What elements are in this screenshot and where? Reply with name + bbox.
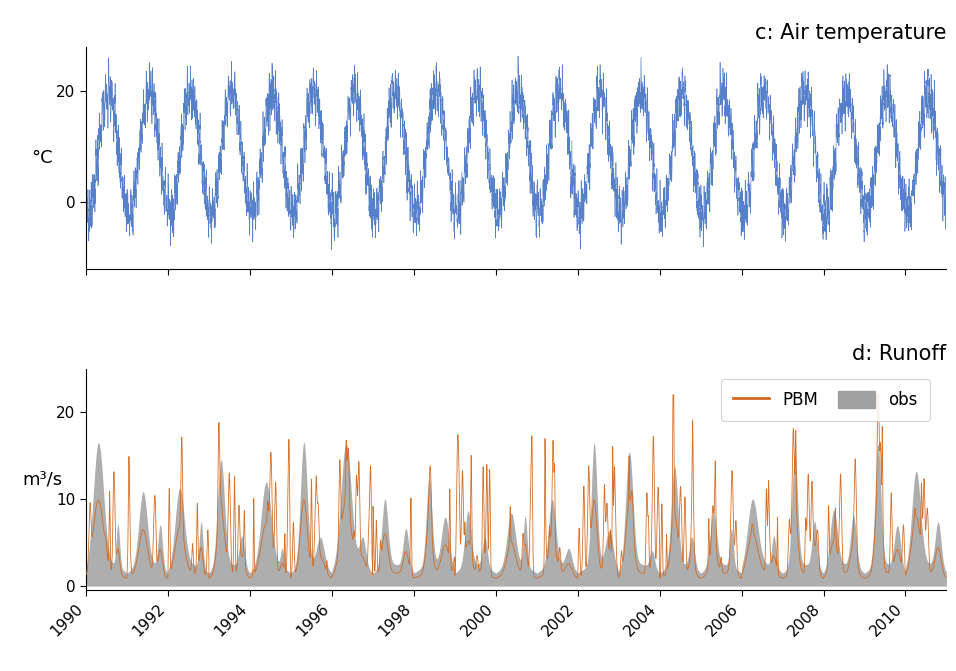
Legend: PBM, obs: PBM, obs	[721, 379, 929, 421]
Y-axis label: °C: °C	[32, 149, 54, 167]
Text: c: Air temperature: c: Air temperature	[755, 23, 946, 43]
Text: d: Runoff: d: Runoff	[853, 344, 946, 364]
Y-axis label: m³/s: m³/s	[22, 470, 62, 488]
